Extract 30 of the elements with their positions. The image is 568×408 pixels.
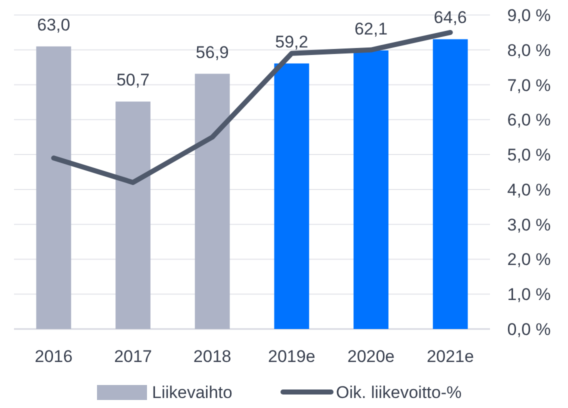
data-label: 50,7 xyxy=(116,70,150,90)
bar xyxy=(36,46,72,329)
data-label: 56,9 xyxy=(196,42,229,62)
data-label: 62,1 xyxy=(354,19,388,38)
bar xyxy=(194,74,230,329)
bar xyxy=(354,50,388,329)
y2-tick-label: 2,0 % xyxy=(507,250,551,270)
y2-tick-label: 5,0 % xyxy=(507,146,551,165)
x-tick-label: 2016 xyxy=(34,347,73,366)
y2-tick-label: 6,0 % xyxy=(507,110,551,130)
y2-tick-label: 7,0 % xyxy=(507,76,551,95)
x-tick-label: 2017 xyxy=(114,347,152,366)
x-tick-label: 2021e xyxy=(426,347,474,366)
y2-tick-label: 4,0 % xyxy=(507,180,551,200)
x-tick-label: 2018 xyxy=(193,347,232,366)
y2-tick-label: 0,0 % xyxy=(507,320,551,339)
x-tick-label: 2020e xyxy=(347,347,395,366)
y2-tick-label: 1,0 % xyxy=(507,285,551,304)
data-label: 64,6 xyxy=(434,8,467,28)
data-label: 59,2 xyxy=(275,32,308,52)
y2-tick-label: 3,0 % xyxy=(507,215,551,234)
y2-tick-label: 9,0 % xyxy=(507,6,551,25)
bar xyxy=(274,63,310,329)
bar xyxy=(432,39,468,329)
y2-tick-label: 8,0 % xyxy=(507,40,551,60)
x-tick-label: 2019e xyxy=(268,347,316,366)
data-label: 63,0 xyxy=(37,15,70,34)
legend-label: Liikevaihto xyxy=(152,383,232,402)
bar xyxy=(116,102,150,329)
legend-label: Oik. liikevoitto-% xyxy=(336,383,462,402)
